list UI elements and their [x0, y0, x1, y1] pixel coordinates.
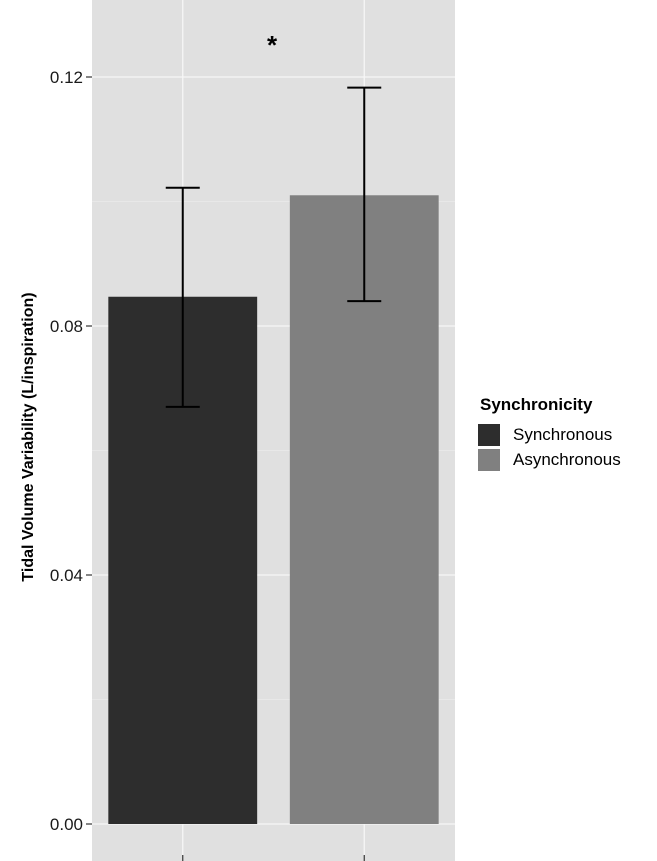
legend-label: Synchronous: [513, 424, 613, 444]
y-tick-label: 0.08: [50, 317, 83, 336]
y-axis: 0.00 0.04 0.08 0.12: [50, 68, 365, 861]
legend-item-synchronous: Synchronous: [478, 422, 621, 447]
legend-item-asynchronous: Asynchronous: [478, 447, 621, 472]
legend-label: Asynchronous: [513, 449, 621, 469]
legend-swatch-asynchronous: [478, 448, 500, 471]
significance-marker: *: [267, 30, 278, 60]
y-tick-label: 0.12: [50, 68, 83, 87]
legend-swatch-synchronous: [478, 423, 500, 446]
error-bars: [165, 86, 382, 408]
legend-title: Synchronicity: [480, 395, 593, 414]
y-tick-label: 0.00: [50, 815, 83, 834]
y-tick-label: 0.04: [50, 566, 83, 585]
legend: Synchronicity Synchronous Asynchronous: [478, 395, 621, 472]
y-axis-title: Tidal Volume Variability (L/inspiration): [20, 292, 37, 581]
